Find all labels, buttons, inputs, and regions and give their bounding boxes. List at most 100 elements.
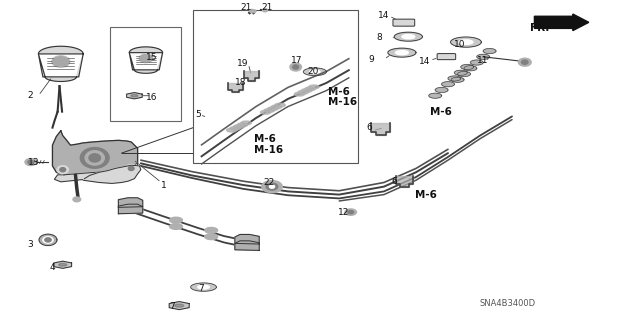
- Polygon shape: [129, 47, 163, 73]
- Ellipse shape: [53, 57, 68, 66]
- Text: 8: 8: [376, 33, 382, 42]
- Ellipse shape: [57, 166, 68, 174]
- Text: M-6
M-16: M-6 M-16: [254, 134, 284, 155]
- Bar: [193, 10, 358, 163]
- Ellipse shape: [89, 154, 100, 162]
- Polygon shape: [371, 123, 390, 135]
- Ellipse shape: [198, 285, 209, 289]
- Ellipse shape: [227, 128, 237, 132]
- Ellipse shape: [45, 238, 51, 242]
- Ellipse shape: [429, 93, 442, 98]
- Ellipse shape: [448, 76, 461, 81]
- Text: 17: 17: [291, 56, 303, 65]
- Ellipse shape: [262, 9, 268, 12]
- FancyArrow shape: [534, 14, 589, 31]
- Ellipse shape: [293, 65, 298, 69]
- Ellipse shape: [175, 304, 184, 307]
- Text: 6: 6: [392, 177, 397, 186]
- Text: 9: 9: [368, 56, 374, 64]
- Ellipse shape: [451, 37, 481, 47]
- Ellipse shape: [73, 197, 81, 202]
- Ellipse shape: [25, 159, 36, 166]
- Text: M-6: M-6: [430, 107, 452, 117]
- Ellipse shape: [43, 237, 53, 243]
- Ellipse shape: [458, 71, 470, 77]
- Bar: [110, 27, 181, 121]
- Ellipse shape: [81, 147, 109, 168]
- Ellipse shape: [454, 70, 467, 75]
- Ellipse shape: [348, 211, 354, 214]
- Ellipse shape: [459, 40, 473, 44]
- Ellipse shape: [260, 110, 271, 114]
- Ellipse shape: [442, 82, 454, 87]
- Ellipse shape: [241, 121, 252, 125]
- Ellipse shape: [125, 165, 137, 173]
- Text: 12: 12: [338, 208, 349, 217]
- Text: 15: 15: [146, 53, 157, 62]
- Ellipse shape: [464, 66, 477, 71]
- Ellipse shape: [262, 181, 282, 193]
- Text: 19: 19: [237, 59, 248, 68]
- Ellipse shape: [435, 87, 448, 93]
- Ellipse shape: [230, 126, 241, 130]
- Ellipse shape: [264, 108, 275, 112]
- Text: 14: 14: [419, 57, 430, 66]
- Ellipse shape: [205, 234, 218, 240]
- Ellipse shape: [345, 209, 356, 215]
- Polygon shape: [169, 301, 189, 310]
- Ellipse shape: [477, 55, 490, 59]
- Ellipse shape: [250, 10, 256, 13]
- Text: M-6
M-16: M-6 M-16: [328, 86, 357, 108]
- Text: 14: 14: [378, 11, 389, 20]
- Text: 6: 6: [367, 123, 372, 132]
- Polygon shape: [54, 261, 72, 268]
- Ellipse shape: [461, 65, 474, 70]
- Ellipse shape: [518, 58, 531, 66]
- Ellipse shape: [205, 227, 218, 233]
- Ellipse shape: [303, 68, 326, 76]
- Text: 10: 10: [454, 40, 466, 48]
- Polygon shape: [235, 234, 259, 244]
- Polygon shape: [52, 131, 138, 175]
- Ellipse shape: [309, 85, 319, 89]
- Text: 7: 7: [198, 284, 204, 293]
- Ellipse shape: [85, 151, 104, 165]
- Ellipse shape: [191, 283, 216, 291]
- Ellipse shape: [301, 89, 312, 93]
- Text: 4: 4: [50, 263, 56, 272]
- Polygon shape: [38, 46, 83, 81]
- Text: 2: 2: [28, 91, 33, 100]
- Ellipse shape: [294, 92, 305, 96]
- Ellipse shape: [52, 56, 70, 67]
- Text: 18: 18: [235, 78, 246, 87]
- Ellipse shape: [310, 70, 320, 73]
- Ellipse shape: [266, 183, 278, 190]
- Ellipse shape: [28, 160, 34, 164]
- Ellipse shape: [140, 55, 152, 62]
- Text: SNA4B3400D: SNA4B3400D: [480, 299, 536, 308]
- Text: 22: 22: [264, 178, 275, 187]
- Ellipse shape: [483, 49, 496, 54]
- Ellipse shape: [402, 34, 415, 39]
- Text: 11: 11: [477, 56, 488, 65]
- Polygon shape: [118, 198, 143, 207]
- Text: M-6: M-6: [415, 190, 436, 200]
- Ellipse shape: [290, 63, 301, 71]
- Ellipse shape: [451, 77, 464, 82]
- Ellipse shape: [275, 103, 285, 107]
- Ellipse shape: [269, 185, 275, 188]
- Text: FR.: FR.: [530, 23, 549, 33]
- Ellipse shape: [470, 60, 483, 65]
- Text: 20: 20: [307, 67, 319, 76]
- Text: 21: 21: [240, 4, 252, 12]
- Text: 7: 7: [170, 302, 175, 311]
- Ellipse shape: [388, 48, 416, 57]
- Ellipse shape: [394, 32, 422, 41]
- Text: 21: 21: [261, 4, 273, 12]
- Polygon shape: [235, 241, 259, 250]
- Ellipse shape: [298, 90, 308, 94]
- Ellipse shape: [305, 87, 316, 91]
- Polygon shape: [83, 165, 141, 183]
- Polygon shape: [118, 204, 143, 214]
- Ellipse shape: [128, 167, 134, 170]
